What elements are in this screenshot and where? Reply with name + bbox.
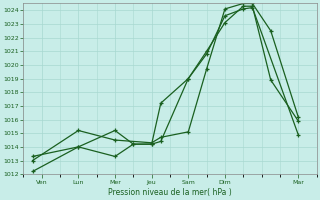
X-axis label: Pression niveau de la mer( hPa ): Pression niveau de la mer( hPa ) <box>108 188 232 197</box>
